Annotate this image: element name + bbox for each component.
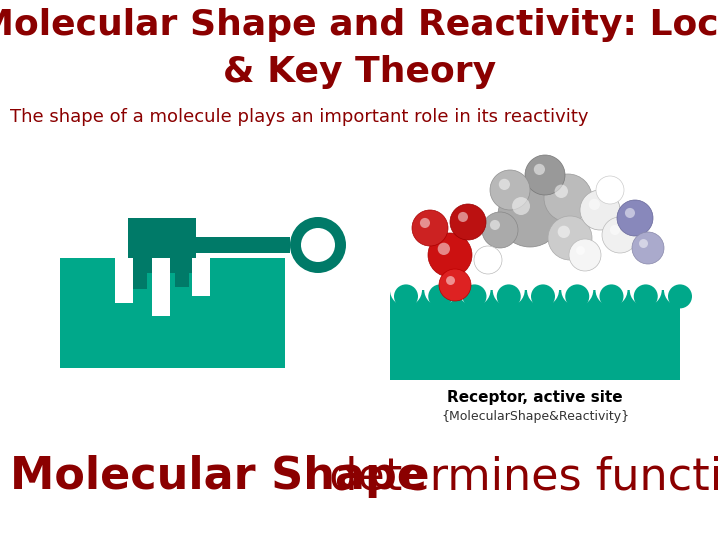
Circle shape (474, 246, 502, 274)
Circle shape (482, 212, 518, 248)
Circle shape (290, 217, 346, 273)
Circle shape (548, 216, 592, 260)
FancyBboxPatch shape (60, 258, 285, 368)
Circle shape (569, 239, 601, 271)
Circle shape (490, 170, 530, 210)
Circle shape (668, 285, 692, 308)
Circle shape (565, 285, 589, 308)
Circle shape (527, 274, 559, 306)
Circle shape (562, 274, 593, 306)
Circle shape (602, 182, 610, 190)
Circle shape (439, 269, 471, 301)
Circle shape (634, 285, 658, 308)
FancyBboxPatch shape (128, 218, 196, 273)
Circle shape (420, 218, 430, 228)
Text: {MolecularShape&Reactivity}: {MolecularShape&Reactivity} (441, 410, 629, 423)
Circle shape (596, 176, 624, 204)
Circle shape (394, 285, 418, 308)
Circle shape (531, 285, 555, 308)
Circle shape (576, 246, 585, 255)
Circle shape (595, 274, 628, 306)
FancyBboxPatch shape (196, 237, 290, 253)
Circle shape (499, 179, 510, 190)
Text: determines function!: determines function! (315, 455, 720, 498)
FancyBboxPatch shape (154, 273, 168, 295)
Text: Molecular Shape and Reactivity: Lock: Molecular Shape and Reactivity: Lock (0, 8, 720, 42)
Circle shape (490, 220, 500, 230)
Circle shape (428, 285, 452, 308)
Circle shape (600, 285, 624, 308)
Circle shape (610, 225, 620, 235)
FancyBboxPatch shape (152, 258, 170, 316)
Text: Receptor, active site: Receptor, active site (447, 390, 623, 405)
Circle shape (554, 185, 568, 198)
Circle shape (390, 274, 422, 306)
FancyBboxPatch shape (133, 273, 147, 289)
Circle shape (625, 208, 635, 218)
Circle shape (458, 212, 468, 222)
FancyBboxPatch shape (175, 273, 189, 287)
Circle shape (438, 242, 450, 255)
Text: The shape of a molecule plays an important role in its reactivity: The shape of a molecule plays an importa… (10, 108, 588, 126)
FancyBboxPatch shape (115, 258, 133, 303)
Circle shape (558, 226, 570, 238)
Circle shape (497, 285, 521, 308)
Circle shape (450, 204, 486, 240)
Circle shape (498, 183, 562, 247)
Circle shape (462, 285, 487, 308)
Circle shape (512, 197, 530, 215)
Circle shape (525, 155, 565, 195)
Text: & Key Theory: & Key Theory (223, 55, 497, 89)
Circle shape (424, 274, 456, 306)
FancyBboxPatch shape (390, 290, 680, 380)
Circle shape (492, 274, 525, 306)
Circle shape (580, 190, 620, 230)
Circle shape (632, 232, 664, 264)
FancyBboxPatch shape (192, 258, 210, 296)
Circle shape (602, 217, 638, 253)
Circle shape (630, 274, 662, 306)
Circle shape (446, 276, 455, 285)
Circle shape (664, 274, 696, 306)
Circle shape (412, 210, 448, 246)
Circle shape (639, 239, 648, 248)
Circle shape (544, 174, 592, 222)
Circle shape (534, 164, 545, 175)
Circle shape (480, 252, 488, 260)
Circle shape (589, 199, 600, 210)
Circle shape (428, 233, 472, 277)
Circle shape (617, 200, 653, 236)
Circle shape (301, 228, 335, 262)
Circle shape (459, 274, 490, 306)
Text: Molecular Shape: Molecular Shape (10, 455, 427, 498)
